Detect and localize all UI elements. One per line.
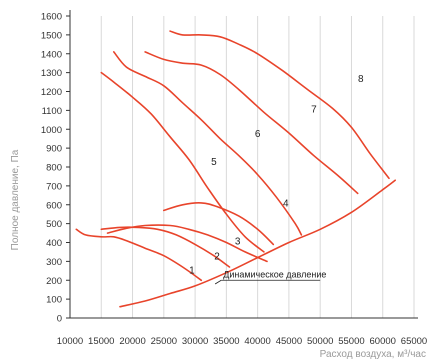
y-tick-label: 500 <box>46 219 62 230</box>
grid-lines <box>100 16 415 318</box>
axes <box>66 10 418 319</box>
x-tick-label: 20000 <box>119 336 145 347</box>
curve-label-2: 2 <box>214 251 220 262</box>
x-tick-label: 60000 <box>370 336 396 347</box>
curve-label-6: 6 <box>255 129 261 140</box>
dynamic-pressure-annotation: Динамическое давление <box>214 269 326 285</box>
x-tick-label: 55000 <box>338 336 364 347</box>
x-tick-label: 10000 <box>57 336 83 347</box>
x-tick-label: 65000 <box>401 336 427 347</box>
y-tick-label: 1200 <box>41 87 62 98</box>
dynamic-pressure-curve <box>119 179 396 308</box>
curve-label-7: 7 <box>311 104 317 115</box>
y-tick-label: 0 <box>57 314 62 325</box>
y-tick-label: 900 <box>46 144 62 155</box>
x-tick-label: 25000 <box>151 336 177 347</box>
y-tick-label: 1500 <box>41 30 62 41</box>
fan-curve-3 <box>106 224 268 263</box>
annotation-leader <box>214 279 222 285</box>
y-tick-label: 200 <box>46 276 62 287</box>
x-tick-label: 30000 <box>182 336 208 347</box>
curve-label-5: 5 <box>211 157 217 168</box>
y-tick-label: 1400 <box>41 49 62 60</box>
x-tick-label: 45000 <box>276 336 302 347</box>
x-tick-labels: 10000 15000 20000 25000 30000 35000 40000 45000… <box>57 336 427 347</box>
x-axis-title: Расход воздуха, м³/час <box>320 349 426 360</box>
y-axis-title: Полное давление, Па <box>10 149 21 250</box>
y-tick-labels: 0 100 200 300 400 500 600 700 800 900 1000 1100 1200… <box>41 12 62 325</box>
fan-curve-5 <box>100 71 265 253</box>
y-tick-label: 1100 <box>42 106 62 117</box>
fan-curve-6 <box>113 51 303 236</box>
fan-curve-7 <box>144 51 359 195</box>
x-tick-label: 35000 <box>213 336 239 347</box>
fan-curve-4 <box>163 202 275 246</box>
curve-label-8: 8 <box>358 74 364 85</box>
y-tick-label: 300 <box>46 257 62 268</box>
y-tick-label: 400 <box>46 238 62 249</box>
x-tick-label: 15000 <box>88 336 114 347</box>
y-tick-label: 1600 <box>41 12 62 23</box>
y-tick-label: 800 <box>46 163 62 174</box>
x-tick-label: 40000 <box>244 336 270 347</box>
x-tick-label: 50000 <box>307 336 333 347</box>
curve-number-labels: 1 2 3 4 5 6 7 8 <box>189 74 364 277</box>
y-tick-label: 1300 <box>41 68 62 79</box>
y-tick-label: 600 <box>46 200 62 211</box>
fan-curve-2 <box>100 226 231 268</box>
y-tick-label: 1000 <box>41 125 62 136</box>
fan-curves <box>75 30 396 308</box>
curve-label-4: 4 <box>283 199 289 210</box>
dynamic-pressure-label: Динамическое давление <box>223 269 326 279</box>
fan-curve-1 <box>75 228 203 282</box>
curve-label-3: 3 <box>235 236 241 247</box>
y-tick-label: 700 <box>46 181 62 192</box>
fan-curve-8 <box>169 30 390 180</box>
y-tick-label: 100 <box>46 295 62 306</box>
curve-label-1: 1 <box>189 266 195 277</box>
